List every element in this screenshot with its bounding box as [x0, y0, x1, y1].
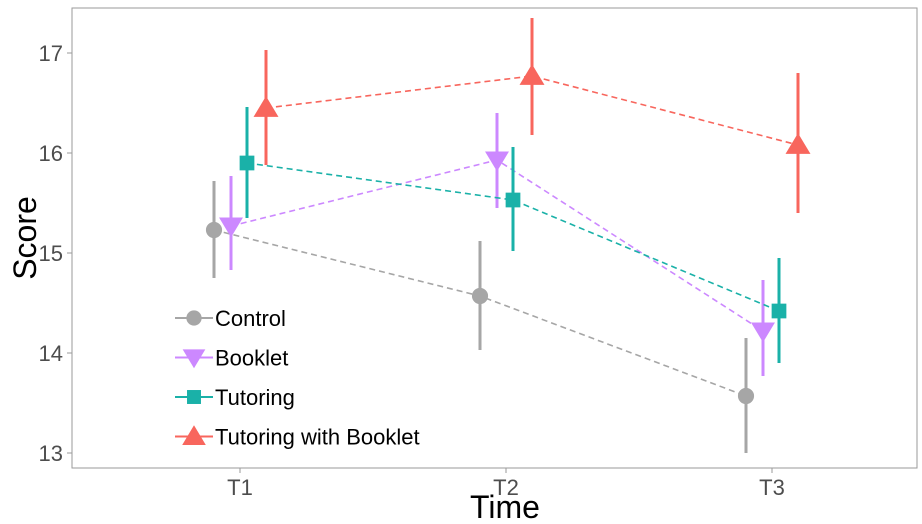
x-axis-title: Time [470, 489, 540, 524]
data-point [519, 64, 545, 85]
legend-item: Tutoring with Booklet [175, 425, 420, 450]
legend-symbol [182, 425, 206, 445]
data-point [205, 221, 223, 239]
data-point [485, 151, 509, 172]
x-tick-label: T3 [759, 475, 785, 500]
legend-label: Control [215, 306, 286, 331]
y-axis-title: Score [7, 196, 43, 280]
legend-symbol [182, 349, 206, 369]
x-tick-label: T2 [493, 475, 519, 500]
y-tick-label: 17 [39, 41, 63, 66]
series-line [265, 75, 799, 146]
legend-item: Tutoring [175, 385, 295, 410]
axis-layer: 13 14 15 16 17 T1 T2 T3 [39, 41, 785, 500]
series-tutoring [239, 107, 787, 363]
data-point [785, 133, 811, 154]
data-point [751, 322, 775, 343]
legend-label: Tutoring with Booklet [215, 425, 420, 450]
data-point [253, 96, 279, 117]
data-point [737, 387, 755, 405]
y-tick-label: 15 [39, 241, 63, 266]
legend-label: Booklet [215, 346, 288, 371]
series-layer [205, 18, 811, 453]
y-tick-label: 16 [39, 141, 63, 166]
series-control [205, 181, 755, 453]
y-tick-label: 14 [39, 341, 63, 366]
series-booklet [219, 113, 775, 376]
x-tick-label: T1 [227, 475, 253, 500]
legend-label: Tutoring [215, 385, 295, 410]
legend-symbol [186, 310, 202, 326]
data-point [471, 287, 489, 305]
legend-item: Control [175, 306, 286, 331]
legend: Control Booklet Tutoring Tutoring with Book… [175, 306, 420, 450]
data-point [505, 192, 521, 208]
legend-item: Booklet [175, 346, 288, 371]
data-point [239, 155, 255, 171]
data-point [771, 303, 787, 319]
series-line [246, 162, 780, 312]
legend-symbol [187, 390, 201, 404]
series-tutoring-with-booklet [253, 18, 811, 213]
data-point [219, 217, 243, 238]
y-tick-label: 13 [39, 441, 63, 466]
